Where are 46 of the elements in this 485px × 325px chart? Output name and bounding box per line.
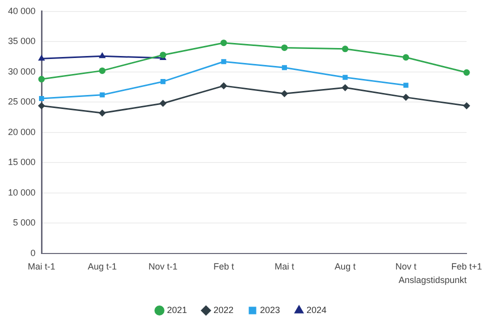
point: [99, 52, 106, 58]
point: [342, 74, 348, 80]
y-tick-label: 5 000: [12, 218, 36, 228]
y-tick-label: 30 000: [8, 66, 36, 76]
legend-label: 2021: [166, 304, 187, 315]
x-tick-label: Aug t: [334, 261, 356, 272]
point: [463, 102, 470, 110]
legend-label: 2022: [213, 304, 234, 315]
point: [39, 96, 44, 102]
point: [38, 102, 45, 110]
point: [402, 94, 410, 101]
x-tick-label: Feb t+1: [451, 261, 482, 272]
y-tick-label: 0: [30, 248, 36, 258]
point: [403, 82, 408, 88]
point: [160, 79, 166, 84]
point: [463, 69, 470, 76]
y-tick-label: 20 000: [8, 126, 36, 137]
point: [38, 76, 45, 82]
y-tick-label: 10 000: [8, 187, 36, 198]
point: [342, 84, 348, 91]
legend-label: 2024: [306, 304, 327, 315]
x-tick-label: Nov t-1: [148, 261, 178, 272]
point: [160, 100, 166, 107]
x-tick-label: Aug t-1: [88, 261, 117, 272]
point: [402, 54, 410, 61]
point: [38, 55, 44, 61]
y-tick-label: 40 000: [8, 6, 36, 16]
x-tick-label: Mai t: [274, 261, 295, 272]
point: [281, 90, 288, 97]
x-axis-title: Anslagstidspunkt: [398, 275, 468, 286]
y-tick-label: 15 000: [8, 157, 36, 168]
point: [99, 67, 106, 74]
point: [282, 65, 287, 70]
point: [220, 82, 227, 90]
y-tick-label: 35 000: [8, 36, 36, 46]
x-tick-label: Nov t: [395, 261, 417, 272]
point: [99, 110, 106, 116]
point: [221, 59, 226, 64]
point: [220, 40, 227, 46]
point: [342, 46, 348, 52]
x-tick-label: Feb t: [213, 261, 234, 272]
point: [281, 44, 288, 51]
y-tick-label: 25 000: [8, 96, 36, 107]
legend-label: 2023: [260, 304, 280, 315]
point: [100, 92, 105, 98]
x-tick-label: Mai t-1: [28, 261, 56, 272]
